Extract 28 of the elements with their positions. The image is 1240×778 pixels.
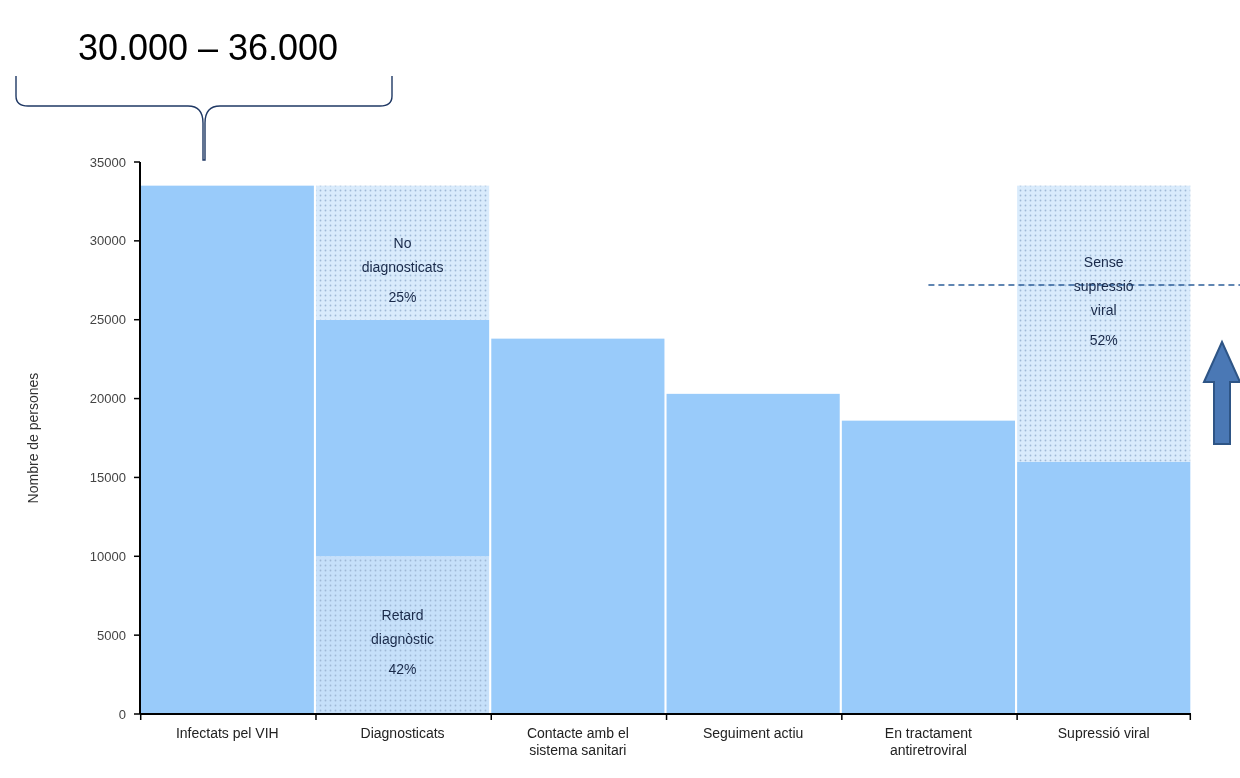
y-tick-label: 10000 bbox=[89, 548, 126, 564]
x-tick-label: Seguiment actiu bbox=[702, 725, 804, 741]
bar bbox=[1017, 185, 1191, 462]
bar bbox=[315, 556, 490, 714]
text: 30.000 – 36.000 bbox=[77, 27, 339, 68]
bar bbox=[491, 338, 665, 714]
x-tick-label: Infectats pel VIH bbox=[175, 725, 279, 741]
y-tick-label: 5000 bbox=[97, 627, 126, 643]
y-tick-label: 15000 bbox=[89, 469, 126, 485]
bar bbox=[315, 319, 490, 557]
annotation: No diagnosticats 25% bbox=[361, 234, 444, 305]
bar bbox=[841, 420, 1016, 714]
y-tick-label: 20000 bbox=[89, 391, 126, 407]
x-tick-label: Diagnosticats bbox=[360, 725, 445, 741]
annotation: Retard diagnòstic 42% bbox=[371, 607, 435, 678]
annotation: Sense supressió viral 52% bbox=[1073, 253, 1134, 348]
y-tick-label: 35000 bbox=[89, 154, 126, 170]
bar bbox=[1017, 461, 1191, 714]
x-tick-label: Supressió viral bbox=[1057, 725, 1150, 741]
x-tick-label: Contacte amb el sistema sanitari bbox=[526, 725, 629, 758]
bar bbox=[140, 185, 314, 714]
bar bbox=[315, 185, 490, 320]
y-tick-label: 0 bbox=[118, 706, 126, 722]
bar bbox=[666, 393, 840, 714]
y-axis-title: Nombre de persones bbox=[25, 372, 41, 504]
x-tick-label: En tractament antiretroviral bbox=[884, 725, 973, 758]
y-tick-label: 30000 bbox=[89, 233, 126, 249]
y-tick-label: 25000 bbox=[89, 312, 126, 328]
